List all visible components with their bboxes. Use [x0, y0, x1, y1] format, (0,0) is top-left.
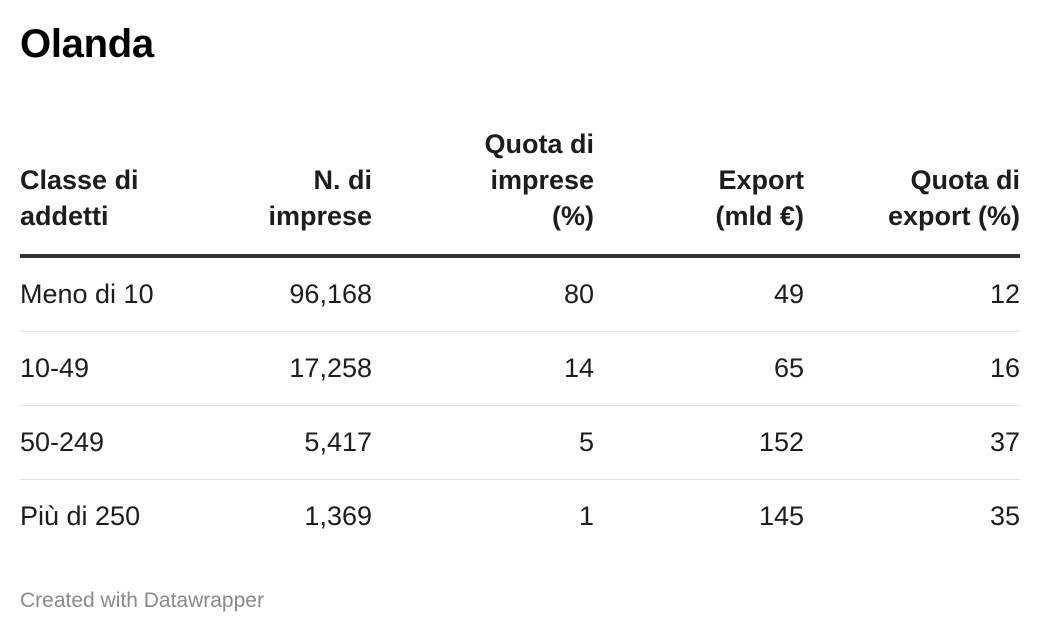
cell-classe: 50-249 [20, 405, 220, 480]
header-line: (%) [552, 201, 594, 231]
credit-link[interactable]: Created with Datawrapper [20, 589, 264, 612]
cell-quota-export: 35 [989, 501, 1020, 531]
header-line: export (%) [887, 201, 1020, 231]
table-row: Meno di 10 96,168 80 49 12 [20, 256, 1020, 332]
header-line: Quota di [910, 165, 1021, 195]
header-line: N. di [313, 165, 373, 195]
header-line: addetti [20, 201, 109, 231]
cell-classe: 10-49 [20, 331, 220, 406]
cell-n-imprese: 5,417 [220, 405, 372, 480]
header-export[interactable]: Export (mld €) [594, 126, 804, 258]
cell-classe: Più di 250 [20, 501, 141, 531]
header-quota-di-imprese[interactable]: Quota di imprese (%) [372, 126, 595, 258]
table-row: 10-49 17,258 14 65 16 [20, 331, 1020, 406]
cell-quota-export: 37 [804, 405, 1020, 480]
table-row: 50-249 5,417 5 152 37 [20, 405, 1020, 480]
cell-n-imprese: 17,258 [220, 331, 372, 406]
header-line: Export [718, 165, 804, 195]
cell-quota-imprese: 80 [372, 256, 594, 332]
header-n-di-imprese[interactable]: N. di imprese [220, 126, 373, 258]
data-table: Classe di addetti N. di imprese Quota di… [20, 126, 1020, 553]
cell-quota-imprese: 14 [372, 331, 594, 406]
header-quota-di-export[interactable]: Quota di export (%) [804, 126, 1021, 258]
cell-export: 152 [594, 405, 804, 480]
cell-n-imprese: 96,168 [220, 256, 372, 332]
header-line: Classe di [20, 165, 139, 195]
cell-quota-imprese: 5 [372, 405, 594, 480]
cell-quota-export: 16 [804, 331, 1020, 406]
header-line: imprese [268, 201, 372, 231]
table-header-row: Classe di addetti N. di imprese Quota di… [20, 126, 1021, 258]
cell-export: 145 [758, 501, 804, 531]
cell-export: 49 [594, 256, 804, 332]
chart-title: Olanda [20, 22, 154, 66]
cell-quota-export: 12 [804, 256, 1020, 332]
cell-quota-imprese: 1 [578, 501, 594, 531]
header-classe-di-addetti[interactable]: Classe di addetti [20, 126, 220, 258]
header-line: (mld €) [715, 201, 804, 231]
cell-n-imprese: 1,369 [304, 501, 372, 531]
cell-classe: Meno di 10 [20, 256, 220, 332]
cell-export: 65 [594, 331, 804, 406]
header-line: imprese [490, 165, 594, 195]
table-row: Più di 250 1,369 1 145 35 [20, 480, 1020, 554]
header-line: Quota di [484, 129, 595, 159]
